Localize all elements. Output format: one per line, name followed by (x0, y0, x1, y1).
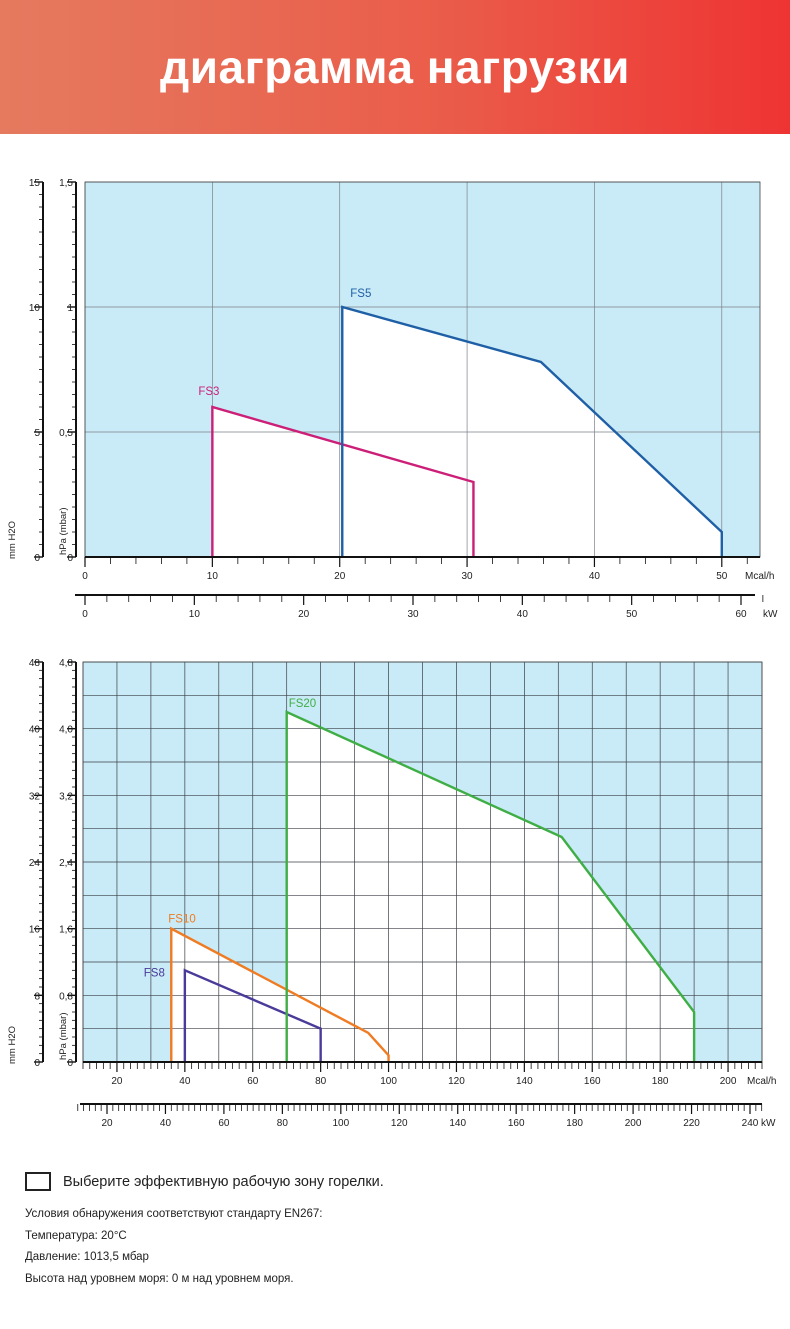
load-chart-large: FS8 FS10 FS20 4,8 48 4,0 40 3,2 32 2,4 24 1,6 16 0,8 8… (7, 658, 776, 1129)
kw-tick-label: 60 (218, 1118, 230, 1129)
x-tick-label: 40 (179, 1076, 191, 1087)
series-label: FS3 (198, 386, 219, 398)
x-tick-label: 200 (720, 1076, 737, 1087)
series-label: FS5 (350, 288, 371, 300)
note-line: Температура: 20°C (25, 1229, 127, 1242)
x-tick-label: 0 (82, 571, 88, 582)
x-tick-label: 160 (584, 1076, 601, 1087)
x-tick-label: 180 (652, 1076, 669, 1087)
x-tick-label: 60 (247, 1076, 259, 1087)
kw-tick-label: 40 (160, 1118, 172, 1129)
legend-text: Выберите эффективную рабочую зону горелк… (63, 1173, 384, 1190)
y-tick-label-inner: 3,2 (59, 791, 73, 802)
y-tick-label-inner: 4,8 (59, 658, 73, 669)
note-line: Условия обнаружения соответствуют станда… (25, 1208, 323, 1220)
x-tick-label: 80 (315, 1076, 327, 1087)
note-line: Высота над уровнем моря: 0 м над уровнем… (25, 1272, 294, 1285)
y-tick-label-inner: 0 (67, 1058, 73, 1069)
y-axis-title-inner: hPa (mbar) (58, 507, 69, 555)
series-line-fs5 (341, 305, 723, 557)
kw-tick-label: 200 (625, 1118, 642, 1129)
page-banner: диаграмма нагрузки (0, 0, 790, 134)
y-tick-label-outer: 32 (29, 791, 41, 802)
y-axis-title-outer: mm H2O (7, 521, 18, 559)
series-line-fs8 (183, 968, 322, 1062)
legend: Выберите эффективную рабочую зону горелк… (25, 1172, 384, 1191)
x-tick-label: 50 (716, 571, 728, 582)
series-label: FS20 (289, 698, 317, 710)
kw-axis-title: kW (763, 609, 778, 620)
x-tick-label: 140 (516, 1076, 533, 1087)
kw-tick-label: 50 (626, 609, 638, 620)
y-axis-title-inner: hPa (mbar) (58, 1012, 69, 1060)
y-tick-label-inner: 0 (67, 553, 73, 564)
x-tick-label: 10 (207, 571, 219, 582)
y-tick-label-inner: 0,5 (59, 428, 73, 439)
kw-tick-label: 100 (332, 1118, 349, 1129)
test-conditions: Условия обнаружения соответствуют станда… (25, 1204, 323, 1290)
x-axis-title: Mcal/h (745, 571, 774, 582)
x-tick-label: 40 (589, 571, 601, 582)
kw-tick-label: 160 (508, 1118, 525, 1129)
kw-tick-label: 240 (742, 1118, 759, 1129)
y-tick-label-inner: 1,5 (59, 178, 73, 189)
series-label: FS8 (144, 967, 165, 979)
y-tick-label-outer: 5 (34, 428, 40, 439)
x-tick-label: 30 (462, 571, 474, 582)
kw-tick-label: 10 (189, 609, 201, 620)
y-tick-label-outer: 16 (29, 925, 41, 936)
series-line-fs10 (170, 926, 390, 1062)
kw-tick-label: 40 (517, 609, 529, 620)
y-tick-label-outer: 48 (29, 658, 41, 669)
y-tick-label-outer: 0 (34, 553, 40, 564)
y-tick-label-inner: 4,0 (59, 725, 73, 736)
y-tick-label-inner: 2,4 (59, 858, 73, 869)
y-tick-label-outer: 15 (29, 178, 41, 189)
y-tick-label-outer: 24 (29, 858, 41, 869)
kw-tick-label: 30 (407, 609, 419, 620)
x-tick-label: 100 (380, 1076, 397, 1087)
kw-tick-label: 120 (391, 1118, 408, 1129)
kw-tick-label: 80 (277, 1118, 289, 1129)
kw-tick-label: 0 (82, 609, 88, 620)
kw-tick-label: 20 (101, 1118, 113, 1129)
legend-swatch (25, 1172, 51, 1191)
y-tick-label-inner: 0,8 (59, 991, 73, 1002)
kw-tick-label: 60 (735, 609, 747, 620)
y-tick-label-outer: 8 (34, 991, 40, 1002)
kw-tick-label: 220 (683, 1118, 700, 1129)
x-tick-label: 120 (448, 1076, 465, 1087)
series-line-fs20 (285, 710, 696, 1062)
y-tick-label-inner: 1,6 (59, 925, 73, 936)
kw-tick-label: 180 (566, 1118, 583, 1129)
series-label: FS10 (168, 914, 196, 926)
note-line: Давление: 1013,5 мбар (25, 1251, 149, 1263)
y-axis-title-outer: mm H2O (7, 1026, 18, 1064)
y-tick-label-outer: 10 (29, 303, 41, 314)
y-tick-label-outer: 0 (34, 1058, 40, 1069)
y-tick-label-outer: 40 (29, 725, 41, 736)
y-tick-label-inner: 1 (67, 303, 73, 314)
x-tick-label: 20 (334, 571, 346, 582)
kw-tick-label: 140 (449, 1118, 466, 1129)
page-title: диаграмма нагрузки (160, 41, 630, 93)
kw-axis-title: kW (761, 1118, 776, 1129)
x-tick-label: 20 (111, 1076, 123, 1087)
x-axis-title: Mcal/h (747, 1076, 776, 1087)
kw-tick-label: 20 (298, 609, 310, 620)
